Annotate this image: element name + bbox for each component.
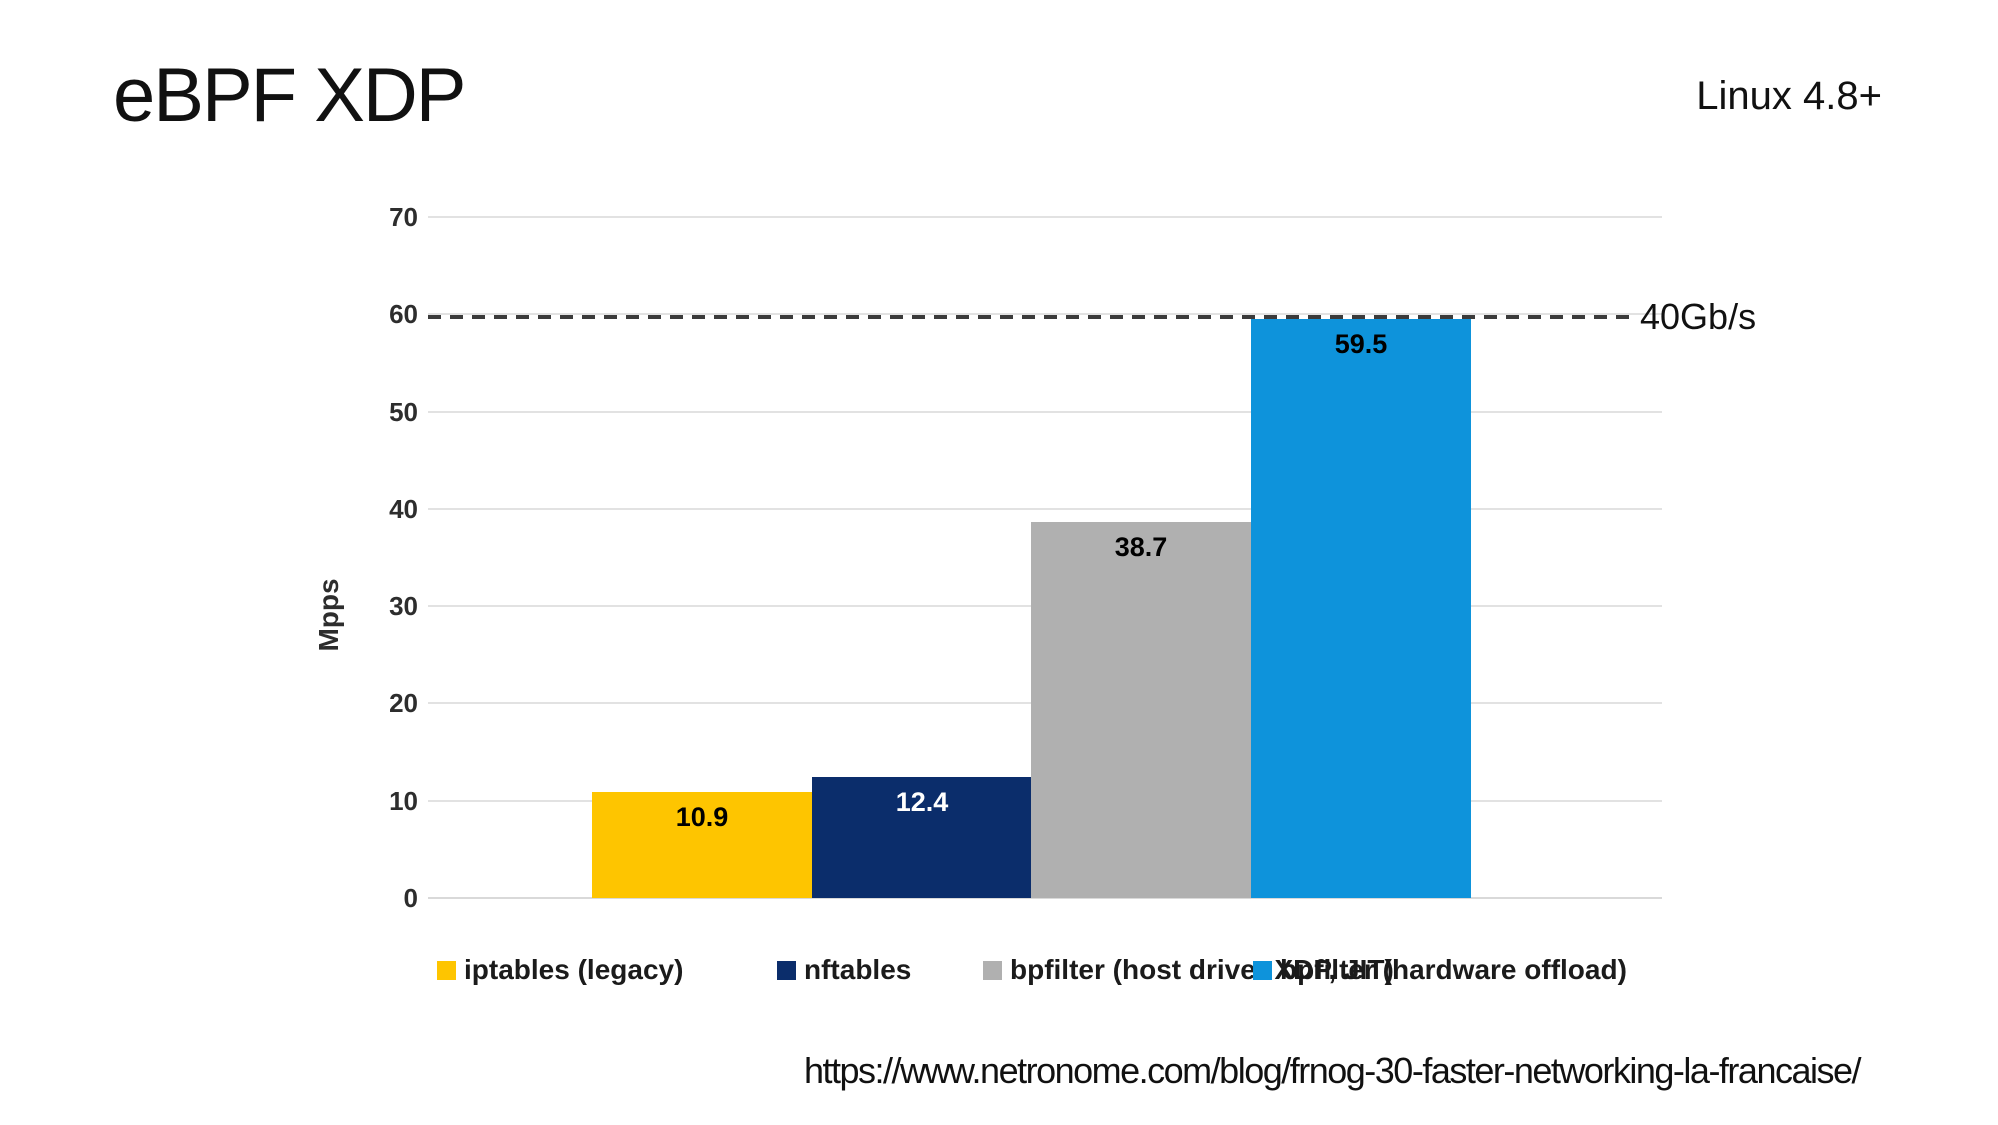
- threshold-dashed-line: [428, 315, 1630, 319]
- legend-swatch-bpfilter-host-driver-xdp-jit: [983, 960, 1002, 980]
- y-axis-title: Mpps: [313, 578, 344, 652]
- source-url: https://www.netronome.com/blog/frnog-30-…: [803, 1050, 1862, 1091]
- bar-value-label-iptables-legacy: 10.9: [675, 802, 729, 832]
- gridline-0: [428, 897, 1662, 899]
- y-tick-label-20: 20: [389, 688, 418, 719]
- y-tick-label-0: 0: [403, 883, 418, 913]
- legend-item-bpfilter-hardware-offload: bpfilter (hardware offload): [1253, 950, 1627, 990]
- bar-iptables-legacy: [592, 792, 812, 898]
- y-tick-label-40: 40: [389, 493, 418, 524]
- legend-swatch-nftables: [777, 960, 796, 980]
- y-tick-label-50: 50: [389, 396, 418, 427]
- bar-value-label-bpfilter-hardware-offload: 59.5: [1334, 329, 1388, 359]
- y-tick-label-60: 60: [389, 299, 418, 330]
- chart-legend: iptables (legacy) nftables bpfilter (host …: [0, 950, 1998, 990]
- threshold-label: 40Gb/s: [1640, 296, 1757, 337]
- bar-bpfilter-hardware-offload: [1251, 319, 1471, 898]
- gridline-60: [428, 313, 1662, 316]
- y-tick-label-70: 70: [389, 202, 418, 232]
- y-tick-label-30: 30: [389, 591, 418, 622]
- legend-item-bpfilter-host-driver-xdp-jit: bpfilter (host driver XDP, JIT): [983, 950, 1394, 990]
- gridline-50: [428, 410, 1662, 413]
- bar-nftables: [812, 777, 1032, 898]
- bar-bpfilter-host-driver-xdp-jit: [1031, 522, 1251, 898]
- bar-value-label-nftables: 12.4: [895, 787, 949, 817]
- legend-label-iptables-legacy: iptables (legacy): [464, 954, 684, 985]
- gridline-70: [428, 216, 1662, 218]
- y-tick-label-10: 10: [389, 785, 418, 816]
- linux-version-note: Linux 4.8+: [1696, 74, 1882, 118]
- bar-value-label-bpfilter-host-driver-xdp-jit: 38.7: [1114, 532, 1168, 562]
- legend-item-iptables-legacy: iptables (legacy): [437, 950, 683, 990]
- legend-label-bpfilter-host-driver-xdp-jit: bpfilter (host driver XDP, JIT): [1010, 954, 1394, 985]
- legend-swatch-iptables-legacy: [437, 960, 456, 980]
- legend-label-bpfilter-hardware-offload: bpfilter (hardware offload): [1280, 954, 1627, 985]
- legend-swatch-bpfilter-hardware-offload: [1253, 960, 1272, 980]
- gridline-40: [428, 507, 1662, 510]
- slide-title: eBPF XDP: [113, 53, 466, 138]
- legend-item-nftables: nftables: [777, 950, 911, 990]
- legend-label-nftables: nftables: [804, 954, 912, 985]
